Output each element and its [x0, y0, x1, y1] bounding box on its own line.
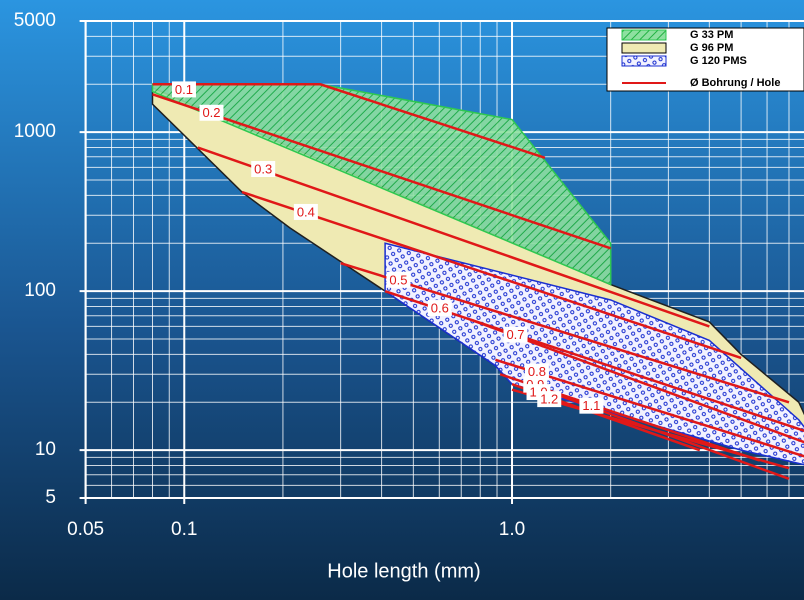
line-label-box — [199, 104, 224, 121]
legend-label: G 96 PM — [690, 42, 733, 54]
line-label-box — [537, 391, 562, 408]
hole-line — [152, 93, 612, 250]
line-label-box — [503, 326, 528, 343]
hole-line — [384, 289, 804, 433]
legend-swatch — [621, 42, 667, 54]
x-axis-label: Hole length (mm) — [327, 560, 480, 582]
y-tick-label: 10 — [35, 439, 56, 460]
line-label: 0.6 — [431, 300, 449, 315]
legend: G 33 PMG 96 PMG 120 PMS Ø Bohrung / Hole — [606, 27, 804, 92]
line-label: 1.1 — [582, 398, 600, 413]
x-tick-label: 0.1 — [171, 519, 197, 540]
hole-line — [241, 190, 742, 360]
line-label: 1.2 — [540, 392, 558, 407]
line-label-box — [579, 397, 604, 414]
y-tick-label: 1000 — [14, 121, 56, 142]
y-tick-label: 5000 — [14, 10, 56, 31]
line-label: 0.1 — [175, 82, 193, 97]
line-label: 0.8 — [528, 364, 546, 379]
line-label: 0.2 — [202, 105, 220, 120]
legend-label: G 120 PMS — [690, 55, 747, 67]
line-label: 0.4 — [297, 204, 315, 219]
line-label: 0.5 — [389, 272, 407, 287]
axes: 0.05 0.1 1.0 5 10 100 1000 5000 — [14, 10, 804, 540]
legend-swatch — [621, 55, 667, 67]
line-label: 0.7 — [506, 327, 524, 342]
line-label-box — [524, 363, 549, 380]
line-label-box — [386, 271, 411, 288]
line-label-box — [251, 161, 276, 178]
y-tick-label: 100 — [24, 280, 56, 301]
legend-label: Ø Bohrung / Hole — [690, 77, 780, 89]
legend-label: G 33 PM — [690, 29, 733, 41]
line-label-box — [171, 81, 196, 98]
x-tick-label: 1.0 — [499, 519, 525, 540]
plot-area: 0.10.20.30.40.50.60.70.80.91.01.11.2 — [151, 81, 804, 481]
x-tick-label: 0.05 — [67, 519, 104, 540]
line-label: 0.3 — [254, 161, 272, 176]
hole-line — [197, 146, 710, 328]
line-label-box — [293, 203, 318, 220]
hole-line — [340, 261, 790, 404]
y-tick-label: 5 — [45, 487, 56, 508]
region — [384, 242, 804, 466]
line-label-box — [427, 300, 452, 317]
hole-line — [152, 83, 546, 159]
legend-swatch — [621, 29, 667, 41]
